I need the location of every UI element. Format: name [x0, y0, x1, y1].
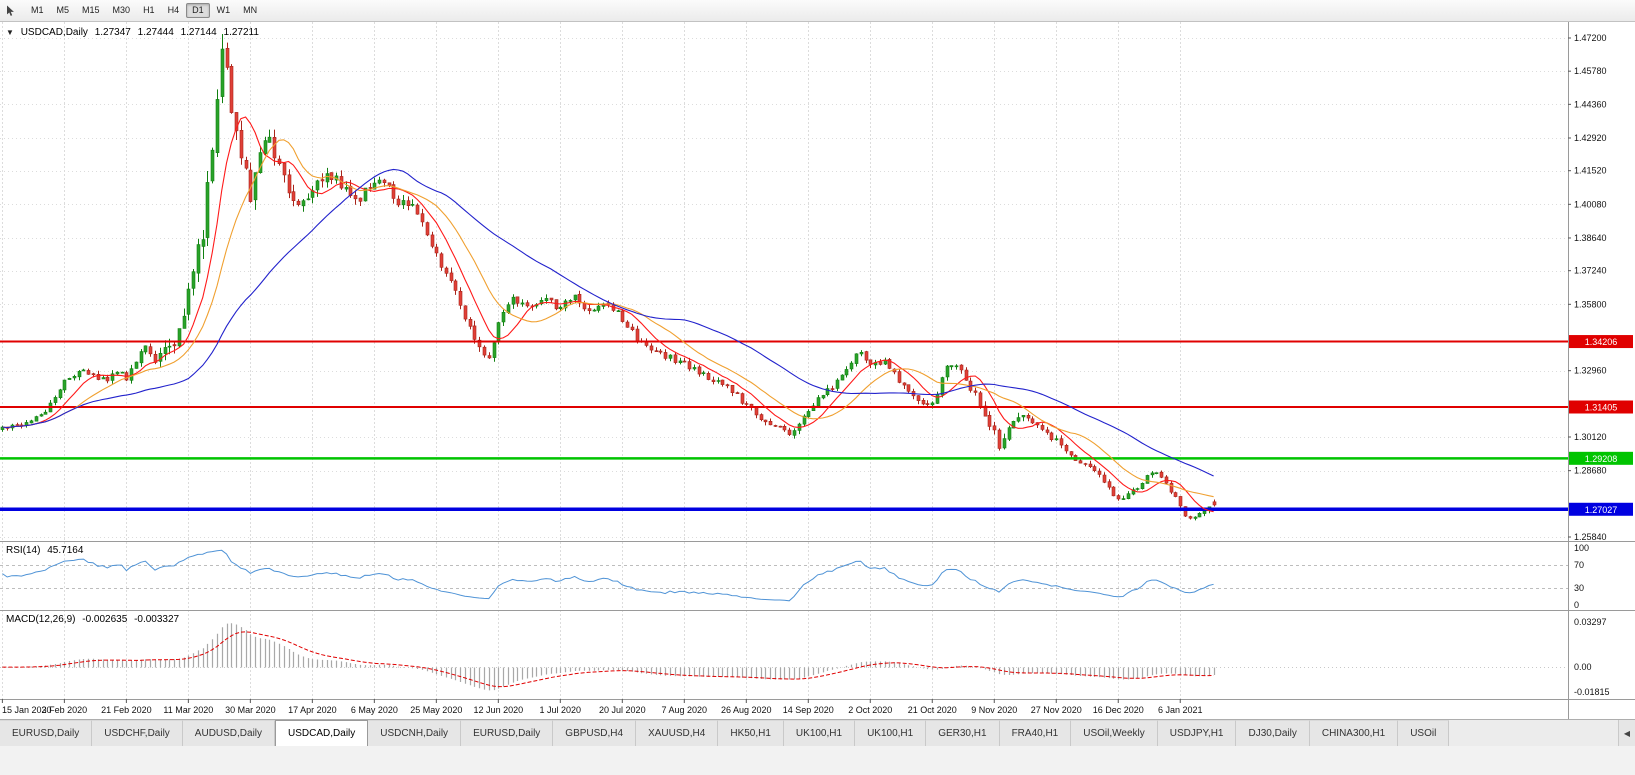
- svg-text:-0.01815: -0.01815: [1574, 687, 1610, 697]
- timeframe-button-h4[interactable]: H4: [162, 3, 186, 18]
- svg-text:9 Nov 2020: 9 Nov 2020: [971, 705, 1017, 715]
- svg-text:70: 70: [1574, 560, 1584, 570]
- svg-text:0: 0: [1574, 600, 1579, 610]
- svg-text:1.28680: 1.28680: [1574, 466, 1607, 476]
- price-chart-canvas[interactable]: 1.34206 1.31405 1.29208 1.27027 1.47200 1.457…: [0, 22, 1635, 719]
- svg-text:3 Feb 2020: 3 Feb 2020: [42, 705, 88, 715]
- svg-text:25 May 2020: 25 May 2020: [410, 705, 462, 715]
- svg-text:30: 30: [1574, 583, 1584, 593]
- svg-text:6 May 2020: 6 May 2020: [351, 705, 398, 715]
- svg-text:15 Jan 2020: 15 Jan 2020: [2, 705, 52, 715]
- chart-tab-usoil[interactable]: USOil: [1398, 720, 1450, 746]
- status-bar: [0, 746, 1635, 775]
- svg-text:1 Jul 2020: 1 Jul 2020: [540, 705, 582, 715]
- svg-text:1.27027: 1.27027: [1585, 505, 1618, 515]
- timeframe-button-m1[interactable]: M1: [25, 3, 50, 18]
- chart-tab-uk100-h1[interactable]: UK100,H1: [855, 720, 927, 746]
- svg-text:1.30120: 1.30120: [1574, 432, 1607, 442]
- svg-text:11 Mar 2020: 11 Mar 2020: [163, 705, 213, 715]
- chart-tab-audusd-daily[interactable]: AUDUSD,Daily: [182, 720, 276, 746]
- svg-text:20 Jul 2020: 20 Jul 2020: [599, 705, 646, 715]
- svg-text:6 Jan 2021: 6 Jan 2021: [1158, 705, 1203, 715]
- svg-text:21 Oct 2020: 21 Oct 2020: [908, 705, 957, 715]
- svg-text:16 Dec 2020: 16 Dec 2020: [1093, 705, 1144, 715]
- svg-text:1.44360: 1.44360: [1574, 99, 1607, 109]
- chart-tab-usoil-weekly[interactable]: USOil,Weekly: [1071, 720, 1158, 746]
- cursor-icon[interactable]: [5, 5, 16, 17]
- chart-tab-gbpusd-h4[interactable]: GBPUSD,H4: [553, 720, 637, 746]
- svg-text:2 Oct 2020: 2 Oct 2020: [848, 705, 892, 715]
- svg-text:1.25840: 1.25840: [1574, 532, 1607, 542]
- timeframe-toolbar: M1 M5 M15 M30 H1 H4 D1 W1 MN: [0, 0, 1635, 22]
- chart-tab-fra40-h1[interactable]: FRA40,H1: [999, 720, 1072, 746]
- svg-text:27 Nov 2020: 27 Nov 2020: [1031, 705, 1082, 715]
- chart-tab-hk50-h1[interactable]: HK50,H1: [718, 720, 784, 746]
- timeframe-button-mn[interactable]: MN: [237, 3, 263, 18]
- chart-tab-eurusd-daily[interactable]: EURUSD,Daily: [461, 720, 554, 746]
- svg-text:7 Aug 2020: 7 Aug 2020: [662, 705, 708, 715]
- chart-tab-usdcnh-daily[interactable]: USDCNH,Daily: [368, 720, 462, 746]
- chart-tab-bar: EURUSD,Daily USDCHF,Daily AUDUSD,Daily USDC…: [0, 719, 1635, 746]
- timeframe-button-m5[interactable]: M5: [51, 3, 76, 18]
- svg-text:21 Feb 2020: 21 Feb 2020: [101, 705, 152, 715]
- chart-tab-usdcad-daily[interactable]: USDCAD,Daily: [275, 720, 369, 746]
- svg-text:1.38640: 1.38640: [1574, 233, 1607, 243]
- svg-text:1.34206: 1.34206: [1585, 337, 1618, 347]
- svg-text:30 Mar 2020: 30 Mar 2020: [225, 705, 276, 715]
- svg-text:1.41520: 1.41520: [1574, 166, 1607, 176]
- svg-text:1.40080: 1.40080: [1574, 199, 1607, 209]
- svg-text:1.45780: 1.45780: [1574, 66, 1607, 76]
- svg-text:1.42920: 1.42920: [1574, 133, 1607, 143]
- chart-tab-dj30-daily[interactable]: DJ30,Daily: [1236, 720, 1310, 746]
- chart-tab-china300-h1[interactable]: CHINA300,H1: [1309, 720, 1399, 746]
- chart-tab-eurusd-daily[interactable]: EURUSD,Daily: [0, 720, 93, 746]
- svg-text:12 Jun 2020: 12 Jun 2020: [474, 705, 524, 715]
- chart-tab-ger30-h1[interactable]: GER30,H1: [926, 720, 1000, 746]
- svg-text:0.03297: 0.03297: [1574, 617, 1607, 627]
- timeframe-buttons: M1 M5 M15 M30 H1 H4 D1 W1 MN: [25, 3, 263, 18]
- svg-text:14 Sep 2020: 14 Sep 2020: [783, 705, 834, 715]
- svg-text:1.29208: 1.29208: [1585, 454, 1618, 464]
- timeframe-button-d1[interactable]: D1: [186, 3, 210, 18]
- svg-text:1.35800: 1.35800: [1574, 299, 1607, 309]
- svg-text:1.31405: 1.31405: [1585, 402, 1618, 412]
- tabs-scroll-left-button[interactable]: ◀: [1618, 720, 1635, 746]
- svg-text:17 Apr 2020: 17 Apr 2020: [288, 705, 337, 715]
- timeframe-button-m30[interactable]: M30: [107, 3, 137, 18]
- svg-text:1.32960: 1.32960: [1574, 366, 1607, 376]
- chart-tabs: EURUSD,Daily USDCHF,Daily AUDUSD,Daily USDC…: [0, 720, 1635, 746]
- chart-tab-usdchf-daily[interactable]: USDCHF,Daily: [92, 720, 183, 746]
- chart-tab-uk100-h1[interactable]: UK100,H1: [783, 720, 856, 746]
- svg-text:100: 100: [1574, 543, 1589, 553]
- chart-tab-xauusd-h4[interactable]: XAUUSD,H4: [636, 720, 719, 746]
- chart-tab-usdjpy-h1[interactable]: USDJPY,H1: [1157, 720, 1237, 746]
- svg-text:1.37240: 1.37240: [1574, 266, 1607, 276]
- svg-text:26 Aug 2020: 26 Aug 2020: [721, 705, 772, 715]
- svg-text:0.00: 0.00: [1574, 662, 1592, 672]
- svg-text:1.47200: 1.47200: [1574, 33, 1607, 43]
- timeframe-button-w1[interactable]: W1: [211, 3, 237, 18]
- chart-area[interactable]: 1.34206 1.31405 1.29208 1.27027 1.47200 1.457…: [0, 22, 1635, 719]
- timeframe-button-h1[interactable]: H1: [137, 3, 161, 18]
- timeframe-button-m15[interactable]: M15: [76, 3, 106, 18]
